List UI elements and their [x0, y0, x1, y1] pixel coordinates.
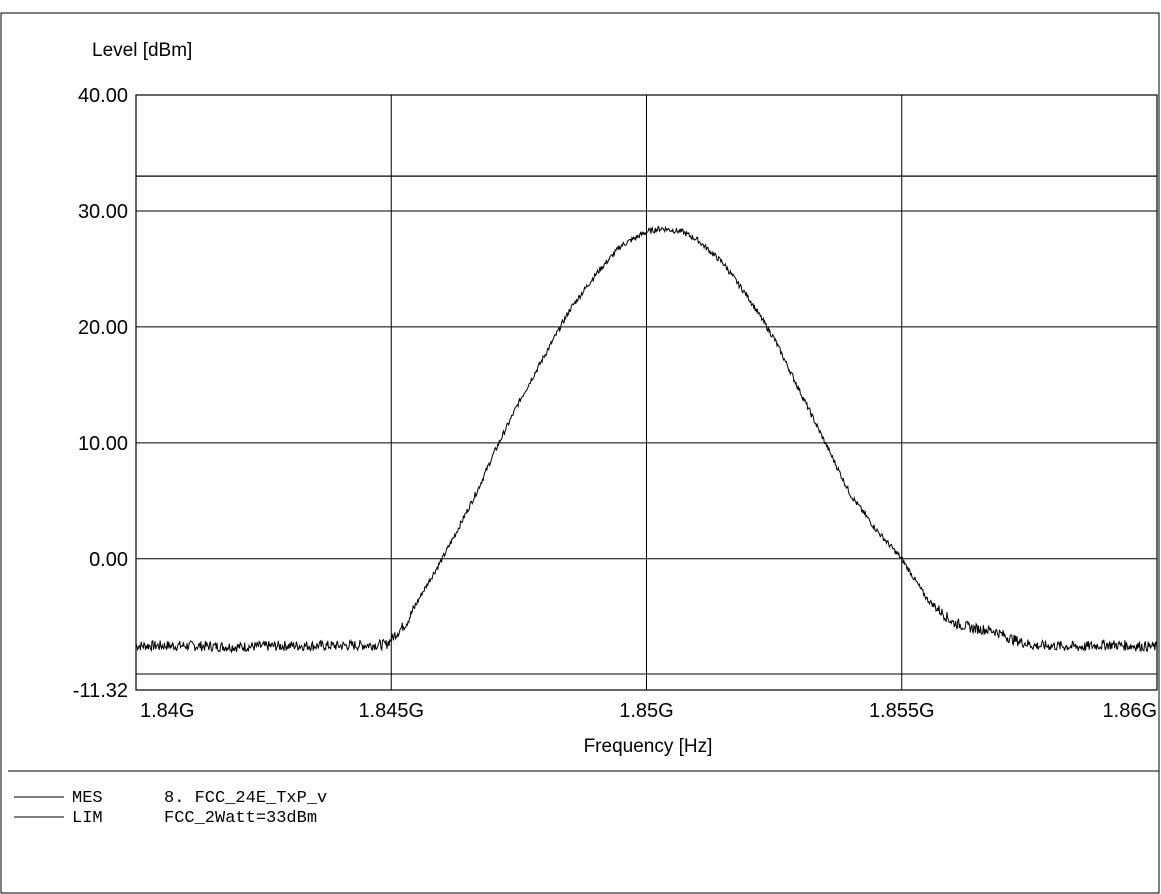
- y-tick-label: 20.00: [78, 317, 128, 339]
- grid: [136, 95, 1157, 690]
- measurement-trace: [135, 225, 1158, 654]
- legend-item-lim: LIM FCC_2Watt=33dBm: [14, 809, 317, 828]
- x-tick-labels: 1.84G 1.845G 1.85G 1.855G 1.86G: [140, 700, 1157, 722]
- y-tick-label: 0.00: [89, 549, 128, 571]
- y-tick-label: 40.00: [78, 85, 128, 107]
- y-tick-label: 10.00: [78, 433, 128, 455]
- y-axis-label: Level [dBm]: [92, 40, 192, 61]
- plot-border: [135, 94, 1158, 691]
- legend-tag-mes: MES: [72, 789, 103, 808]
- x-tick-label: 1.84G: [140, 700, 194, 722]
- legend-tag-lim: LIM: [72, 809, 103, 828]
- legend-item-mes: MES 8. FCC_24E_TxP_v: [14, 789, 327, 808]
- x-axis-label: Frequency [Hz]: [584, 736, 713, 757]
- y-tick-label: -11.32: [73, 680, 128, 702]
- y-tick-labels: 40.00 30.00 20.00 10.00 0.00 -11.32: [73, 85, 128, 702]
- legend-text-lim: FCC_2Watt=33dBm: [164, 809, 317, 828]
- trace-layer: [135, 225, 1158, 654]
- legend: MES 8. FCC_24E_TxP_v LIM FCC_2Watt=33dBm: [14, 789, 327, 828]
- x-tick-label: 1.855G: [869, 700, 935, 722]
- x-tick-label: 1.845G: [358, 700, 424, 722]
- x-tick-label: 1.86G: [1103, 700, 1157, 722]
- x-tick-label: 1.85G: [619, 700, 673, 722]
- y-tick-label: 30.00: [78, 201, 128, 223]
- page-border: [0, 12, 1160, 894]
- legend-text-mes: 8. FCC_24E_TxP_v: [164, 789, 327, 808]
